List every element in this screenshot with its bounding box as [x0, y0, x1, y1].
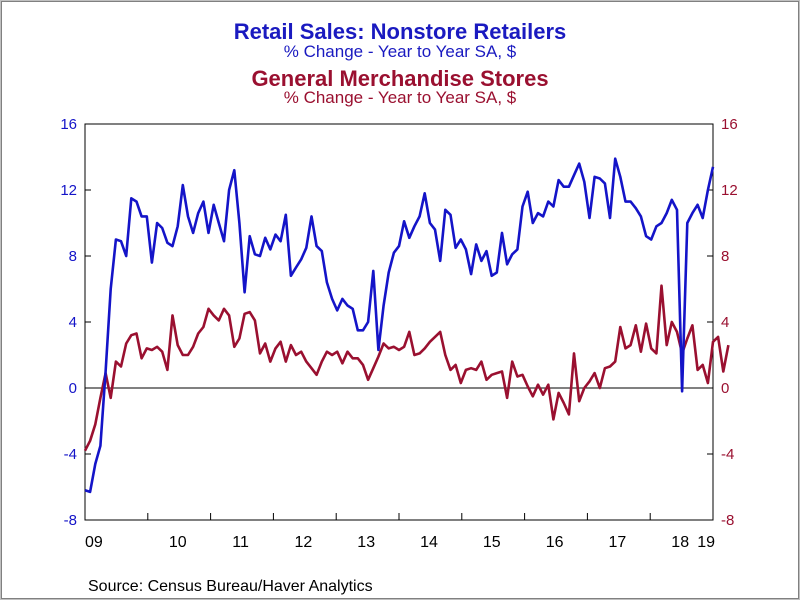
x-tick-label: 16	[546, 534, 564, 551]
left-y-tick-label: 4	[69, 314, 77, 331]
left-y-tick-label: 16	[60, 116, 77, 133]
right-y-tick-label: 4	[721, 314, 729, 331]
left-y-tick-label: 0	[69, 380, 77, 397]
chart-subtitle-general-merchandise: % Change - Year to Year SA, $	[283, 88, 517, 107]
x-tick-label: 09	[85, 534, 103, 551]
x-tick-label: 10	[169, 534, 187, 551]
x-tick-label: 18	[671, 534, 689, 551]
x-tick-label: 19	[697, 534, 715, 551]
right-y-tick-label: 0	[721, 380, 729, 397]
left-y-tick-label: -4	[64, 446, 77, 463]
right-y-tick-label: 8	[721, 248, 729, 265]
right-y-tick-label: -8	[721, 512, 734, 529]
right-y-axis: -8 -4 0 4 8 12 16	[707, 116, 738, 529]
right-y-tick-label: 16	[721, 116, 738, 133]
x-tick-label: 11	[232, 534, 249, 551]
x-tick-label: 12	[295, 534, 313, 551]
plot-area-frame	[84, 123, 714, 521]
x-tick-label: 13	[357, 534, 375, 551]
left-y-tick-label: -8	[64, 512, 77, 529]
chart-title-nonstore: Retail Sales: Nonstore Retailers	[233, 19, 567, 44]
left-y-tick-label: 8	[69, 248, 77, 265]
x-tick-label: 15	[483, 534, 501, 551]
left-y-axis: -8 -4 0 4 8 12 16	[60, 116, 91, 529]
x-tick-label: 17	[609, 534, 627, 551]
right-y-tick-label: 12	[721, 182, 738, 199]
series-line-nonstore-retailers	[84, 157, 715, 494]
source-note: Source: Census Bureau/Haver Analytics	[88, 578, 373, 595]
chart-subtitle-nonstore: % Change - Year to Year SA, $	[283, 42, 517, 61]
right-y-tick-label: -4	[721, 446, 734, 463]
x-tick-label: 14	[420, 534, 438, 551]
x-axis: 09 10 11 12 13 14 15 16 17 18 19	[85, 513, 715, 551]
chart-title-general-merchandise: General Merchandise Stores	[251, 66, 549, 91]
left-y-tick-label: 12	[60, 182, 77, 199]
series-line-general-merchandise	[83, 284, 730, 452]
